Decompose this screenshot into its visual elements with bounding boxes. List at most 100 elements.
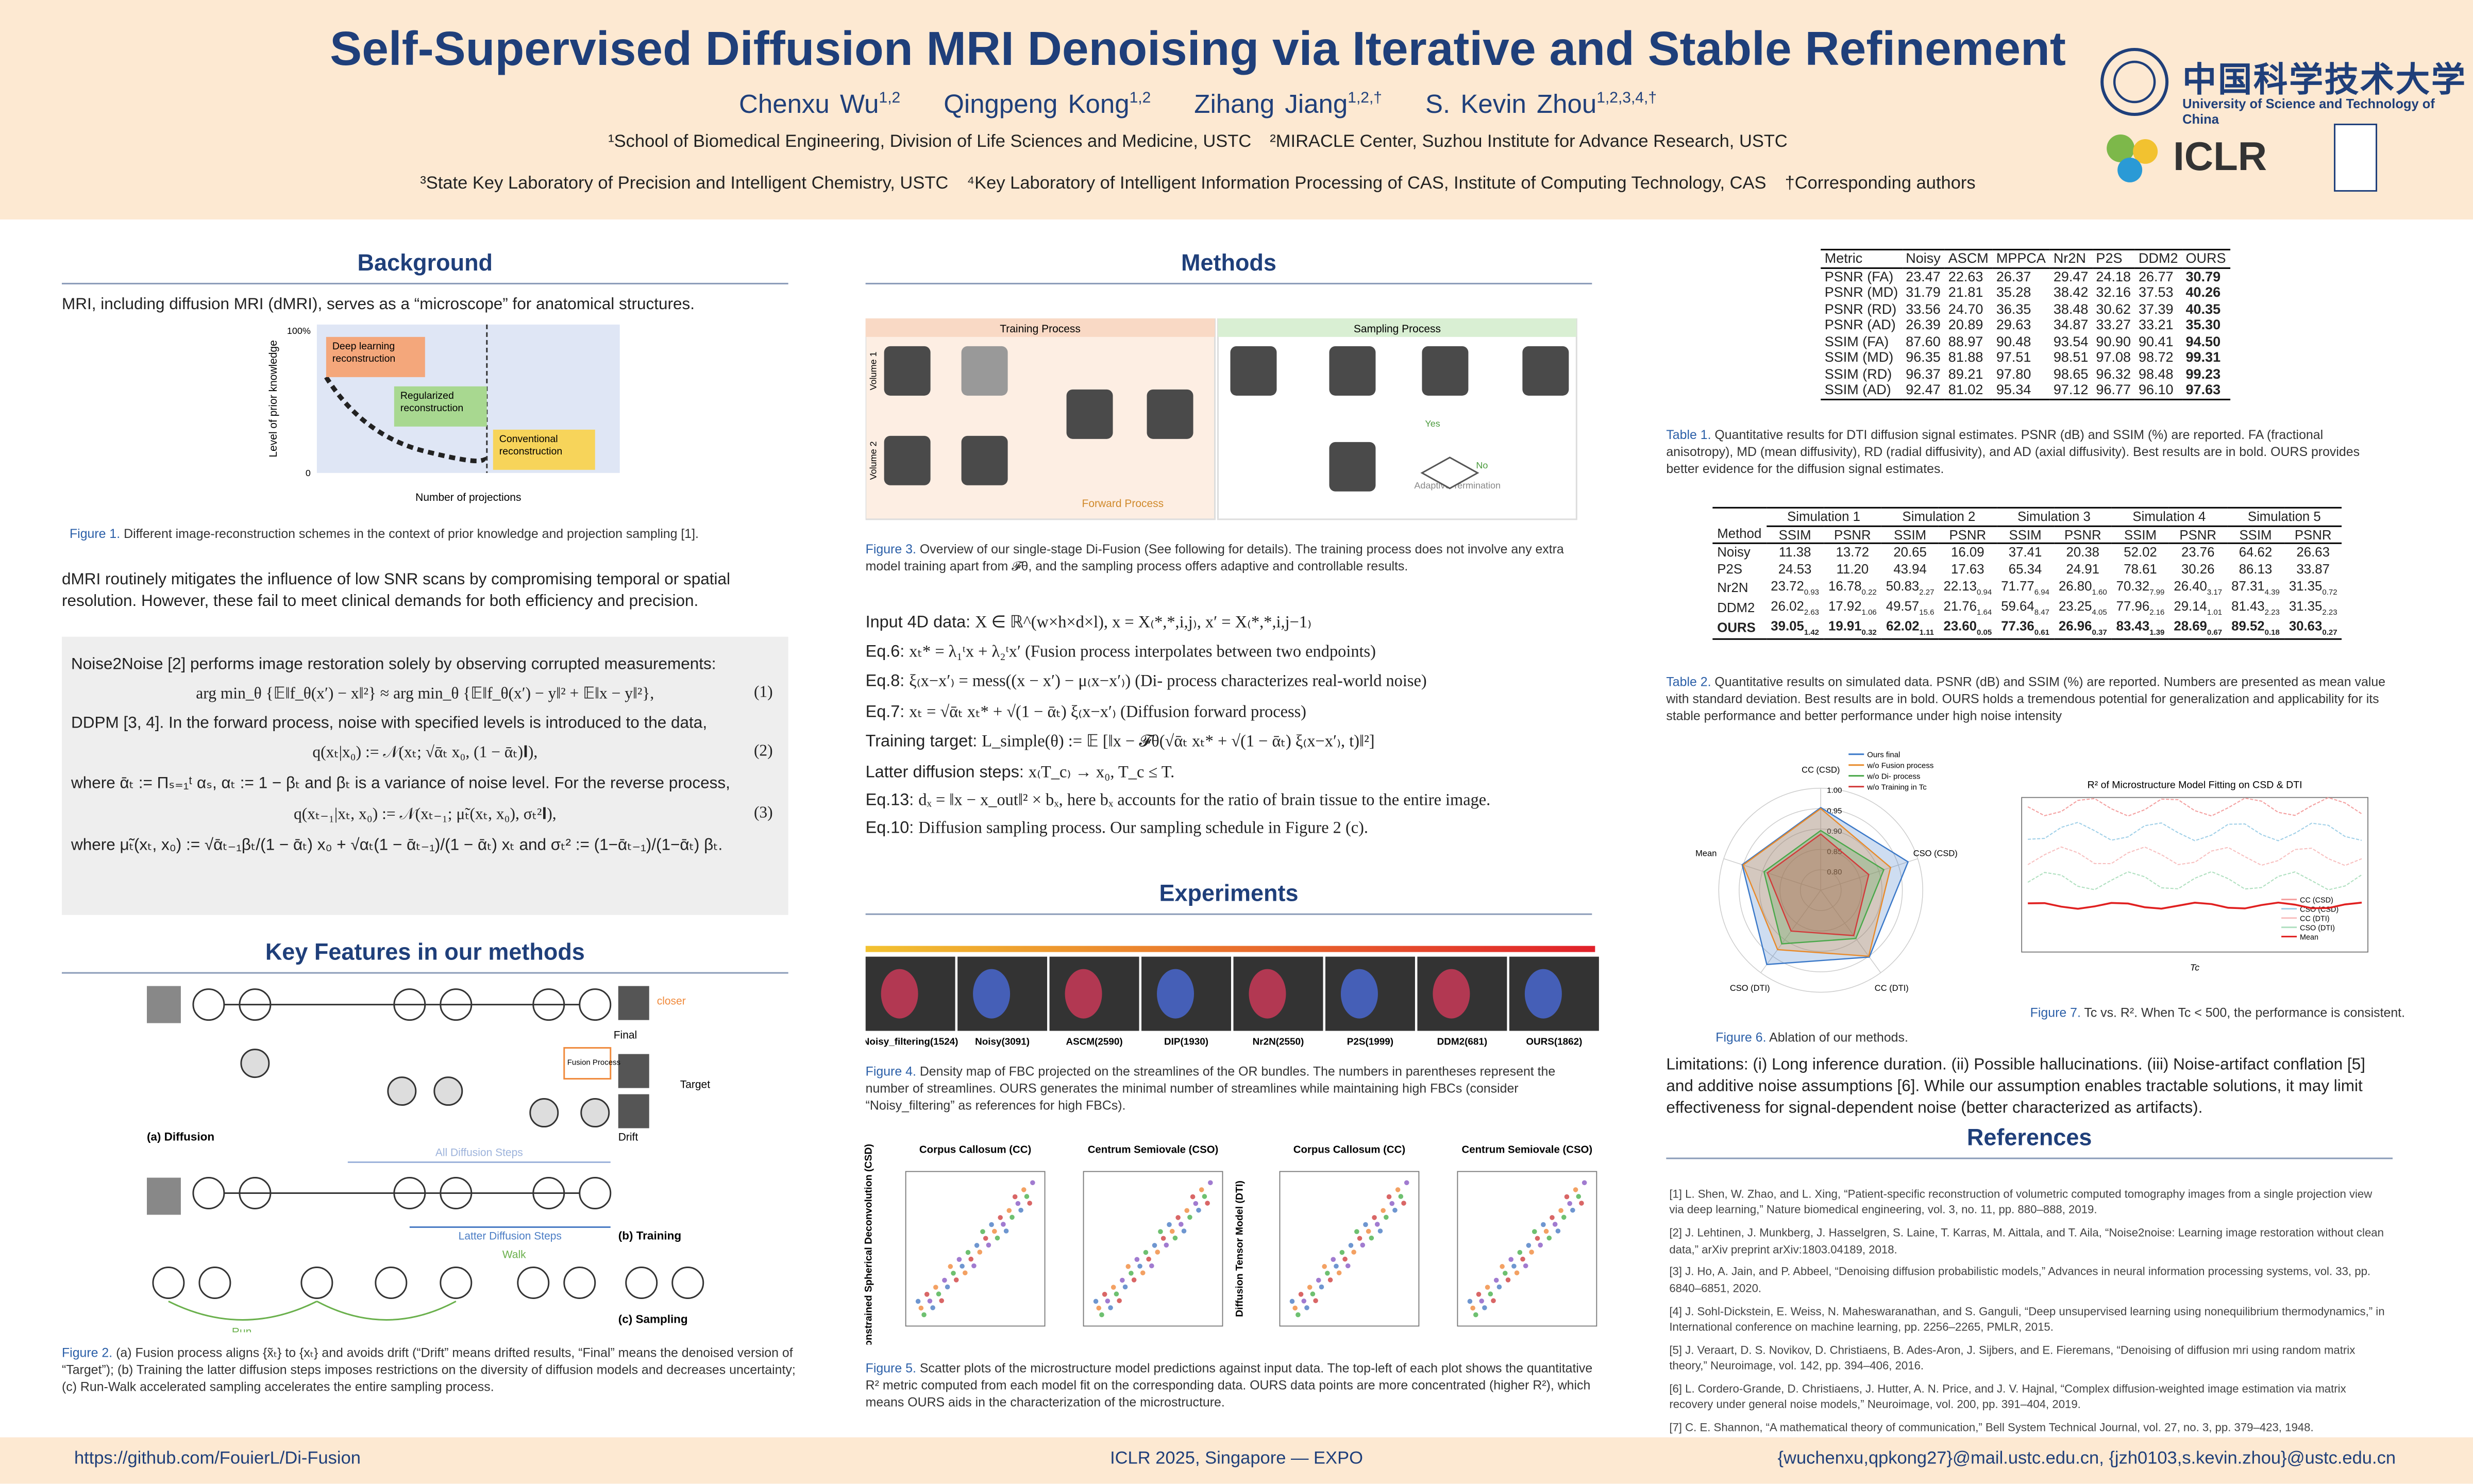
footer-link[interactable]: https://github.com/FouierL/Di-Fusion — [74, 1449, 361, 1469]
method-item: Eq.8: ξ₍x−x′₎ = mess((x − x′) − μ₍x−x′₎)… — [866, 671, 1608, 692]
scatter-dot — [968, 1256, 974, 1262]
scatter-dot — [1122, 1284, 1128, 1290]
scatter-dot — [1398, 1194, 1404, 1199]
scatter-dot — [918, 1305, 924, 1311]
scatter-dot — [1102, 1292, 1107, 1297]
table-cell: 96.10 — [2139, 382, 2174, 398]
scatter-dot — [1313, 1298, 1318, 1304]
method-text: ξ₍x−x′₎ = mess((x − x′) − μ₍x−x′₎) (Di- … — [909, 672, 1427, 692]
cell-value: 26.96 — [2058, 618, 2092, 634]
diffusion-node — [375, 1266, 408, 1299]
cell-value: 16.09 — [1951, 545, 1984, 561]
table-header-cell: ASCM — [1948, 250, 1989, 266]
sampling-panel — [1217, 318, 1577, 520]
cell-value: 11.20 — [1836, 561, 1869, 577]
method-term: Eq.10: — [865, 819, 914, 838]
cell-value: 78.61 — [2124, 561, 2157, 577]
scatter-dot — [948, 1264, 953, 1269]
author: Chenxu Wu1,2 — [739, 90, 900, 119]
streamlines — [1157, 969, 1195, 1019]
scatter-dot — [1374, 1222, 1380, 1227]
table-header-cell: Method — [1717, 526, 1762, 542]
cell-std: 15.6 — [1919, 608, 1934, 618]
table-cell: 59.648.47 — [1996, 598, 2054, 618]
method-label: P2S(1999) — [1347, 1037, 1393, 1048]
box — [394, 386, 487, 427]
scatter-dot — [1021, 1187, 1027, 1192]
scatter-dot — [963, 1270, 968, 1276]
table-cell: 83.431.39 — [2112, 618, 2169, 638]
scatter-dot — [971, 1263, 977, 1269]
radar-axis-label: CSO (CSD) — [1913, 849, 1958, 858]
table-cell: 26.37 — [1996, 268, 2031, 284]
scatter-dot — [1473, 1312, 1478, 1318]
cell-value: 33.87 — [2296, 561, 2330, 577]
cell-value: 31.35 — [2289, 578, 2323, 594]
plot-title: Centrum Semiovale (CSO) — [1088, 1144, 1219, 1156]
author: S. Kevin Zhou1,2,3,4,† — [1425, 90, 1657, 119]
legend-label: w/o Di- process — [1866, 772, 1920, 781]
table-header-cell: Noisy — [1906, 250, 1941, 266]
scatter-dot — [1532, 1229, 1537, 1235]
table-header-cell: PSNR — [2294, 526, 2332, 542]
table-cell: 34.87 — [2053, 317, 2089, 333]
scatter-dot — [965, 1250, 971, 1255]
radar-spoke — [1820, 890, 1881, 973]
curve — [324, 376, 486, 463]
cell-value: 22.13 — [1943, 578, 1977, 594]
table-cell: 99.23 — [2185, 365, 2221, 381]
reference: [1] L. Shen, W. Zhao, and L. Xing, “Pati… — [1669, 1187, 2373, 1217]
scatter-dot — [939, 1298, 945, 1304]
scatter-dot — [1395, 1187, 1401, 1192]
table-cell: PSNR (MD) — [1824, 284, 1898, 300]
panel-label: (a) Diffusion — [147, 1131, 214, 1143]
scatter-dot — [1001, 1222, 1006, 1227]
scatter-dot — [1550, 1215, 1555, 1220]
figure-label: Volume 1 — [868, 351, 879, 390]
scatter-dot — [1543, 1228, 1549, 1234]
cell-std: 2.27 — [1919, 588, 1934, 598]
author: Zihang Jiang1,2,† — [1194, 90, 1382, 119]
author-name: Zihang Jiang — [1194, 89, 1348, 119]
table-cell: 31.79 — [1906, 284, 1941, 300]
legend-label: w/o Training in Tc — [1866, 783, 1927, 792]
panel-title: Sampling Process — [1354, 323, 1441, 335]
method-text: x₍T_c₎ → x₀, T_c ≤ T. — [1028, 763, 1175, 782]
diffusion-node — [671, 1266, 704, 1299]
table-cell: 22.63 — [1948, 268, 1983, 284]
scatter-dot — [1208, 1180, 1213, 1186]
mri-image — [618, 986, 649, 1020]
decision — [1420, 457, 1479, 490]
scatter-dot — [1561, 1215, 1567, 1220]
cell-std: 3.17 — [2207, 588, 2223, 598]
scatter-dot — [1105, 1298, 1111, 1304]
table-cell: 17.63 — [1939, 561, 1996, 578]
table-cell: 93.54 — [2053, 333, 2089, 349]
table-cell: 23.600.05 — [1939, 618, 1996, 638]
cell-value: 20.38 — [2066, 545, 2100, 561]
diffusion-node — [240, 1049, 270, 1078]
table-cell: 50.832.27 — [1881, 578, 1939, 598]
cell-value: 17.92 — [1828, 598, 1862, 614]
diffusion-node — [387, 1076, 417, 1106]
table-row: OURS 39.051.42 19.910.32 62.021.11 23.600.05… — [1712, 618, 2342, 639]
footer-event: ICLR 2025, Singapore — EXPO — [1110, 1449, 1363, 1469]
plot-title: R² of Microstructure Model Fitting on CS… — [2088, 780, 2302, 791]
method-text: L_simple(θ) := 𝔼 [‖x − 𝓕θ(√ᾱₜ xₜ* + √(1 … — [982, 732, 1375, 751]
author-sup: 1,2,3,4,† — [1596, 90, 1657, 107]
cell-std: 2.23 — [2322, 608, 2337, 618]
method-item: Training target: L_simple(θ) := 𝔼 [‖x − … — [866, 731, 1608, 752]
scatter-dot — [933, 1285, 938, 1290]
plot-frame — [1083, 1171, 1223, 1327]
scatter-dot — [1096, 1305, 1102, 1311]
table-cell: 31.352.23 — [2284, 598, 2342, 618]
noise-image — [146, 1177, 181, 1215]
table-row: PSNR (AD) 26.39 20.89 29.63 34.87 33.27 33.21 3… — [1821, 317, 2230, 333]
scatter-dot — [1520, 1256, 1525, 1262]
table-group-cell: Simulation 4 — [2111, 508, 2227, 527]
mri-image — [961, 346, 1008, 396]
radar-shape — [1763, 830, 1885, 945]
caption-label: Figure 3. — [865, 541, 916, 556]
box — [493, 429, 595, 470]
footer-band — [0, 1437, 2473, 1484]
